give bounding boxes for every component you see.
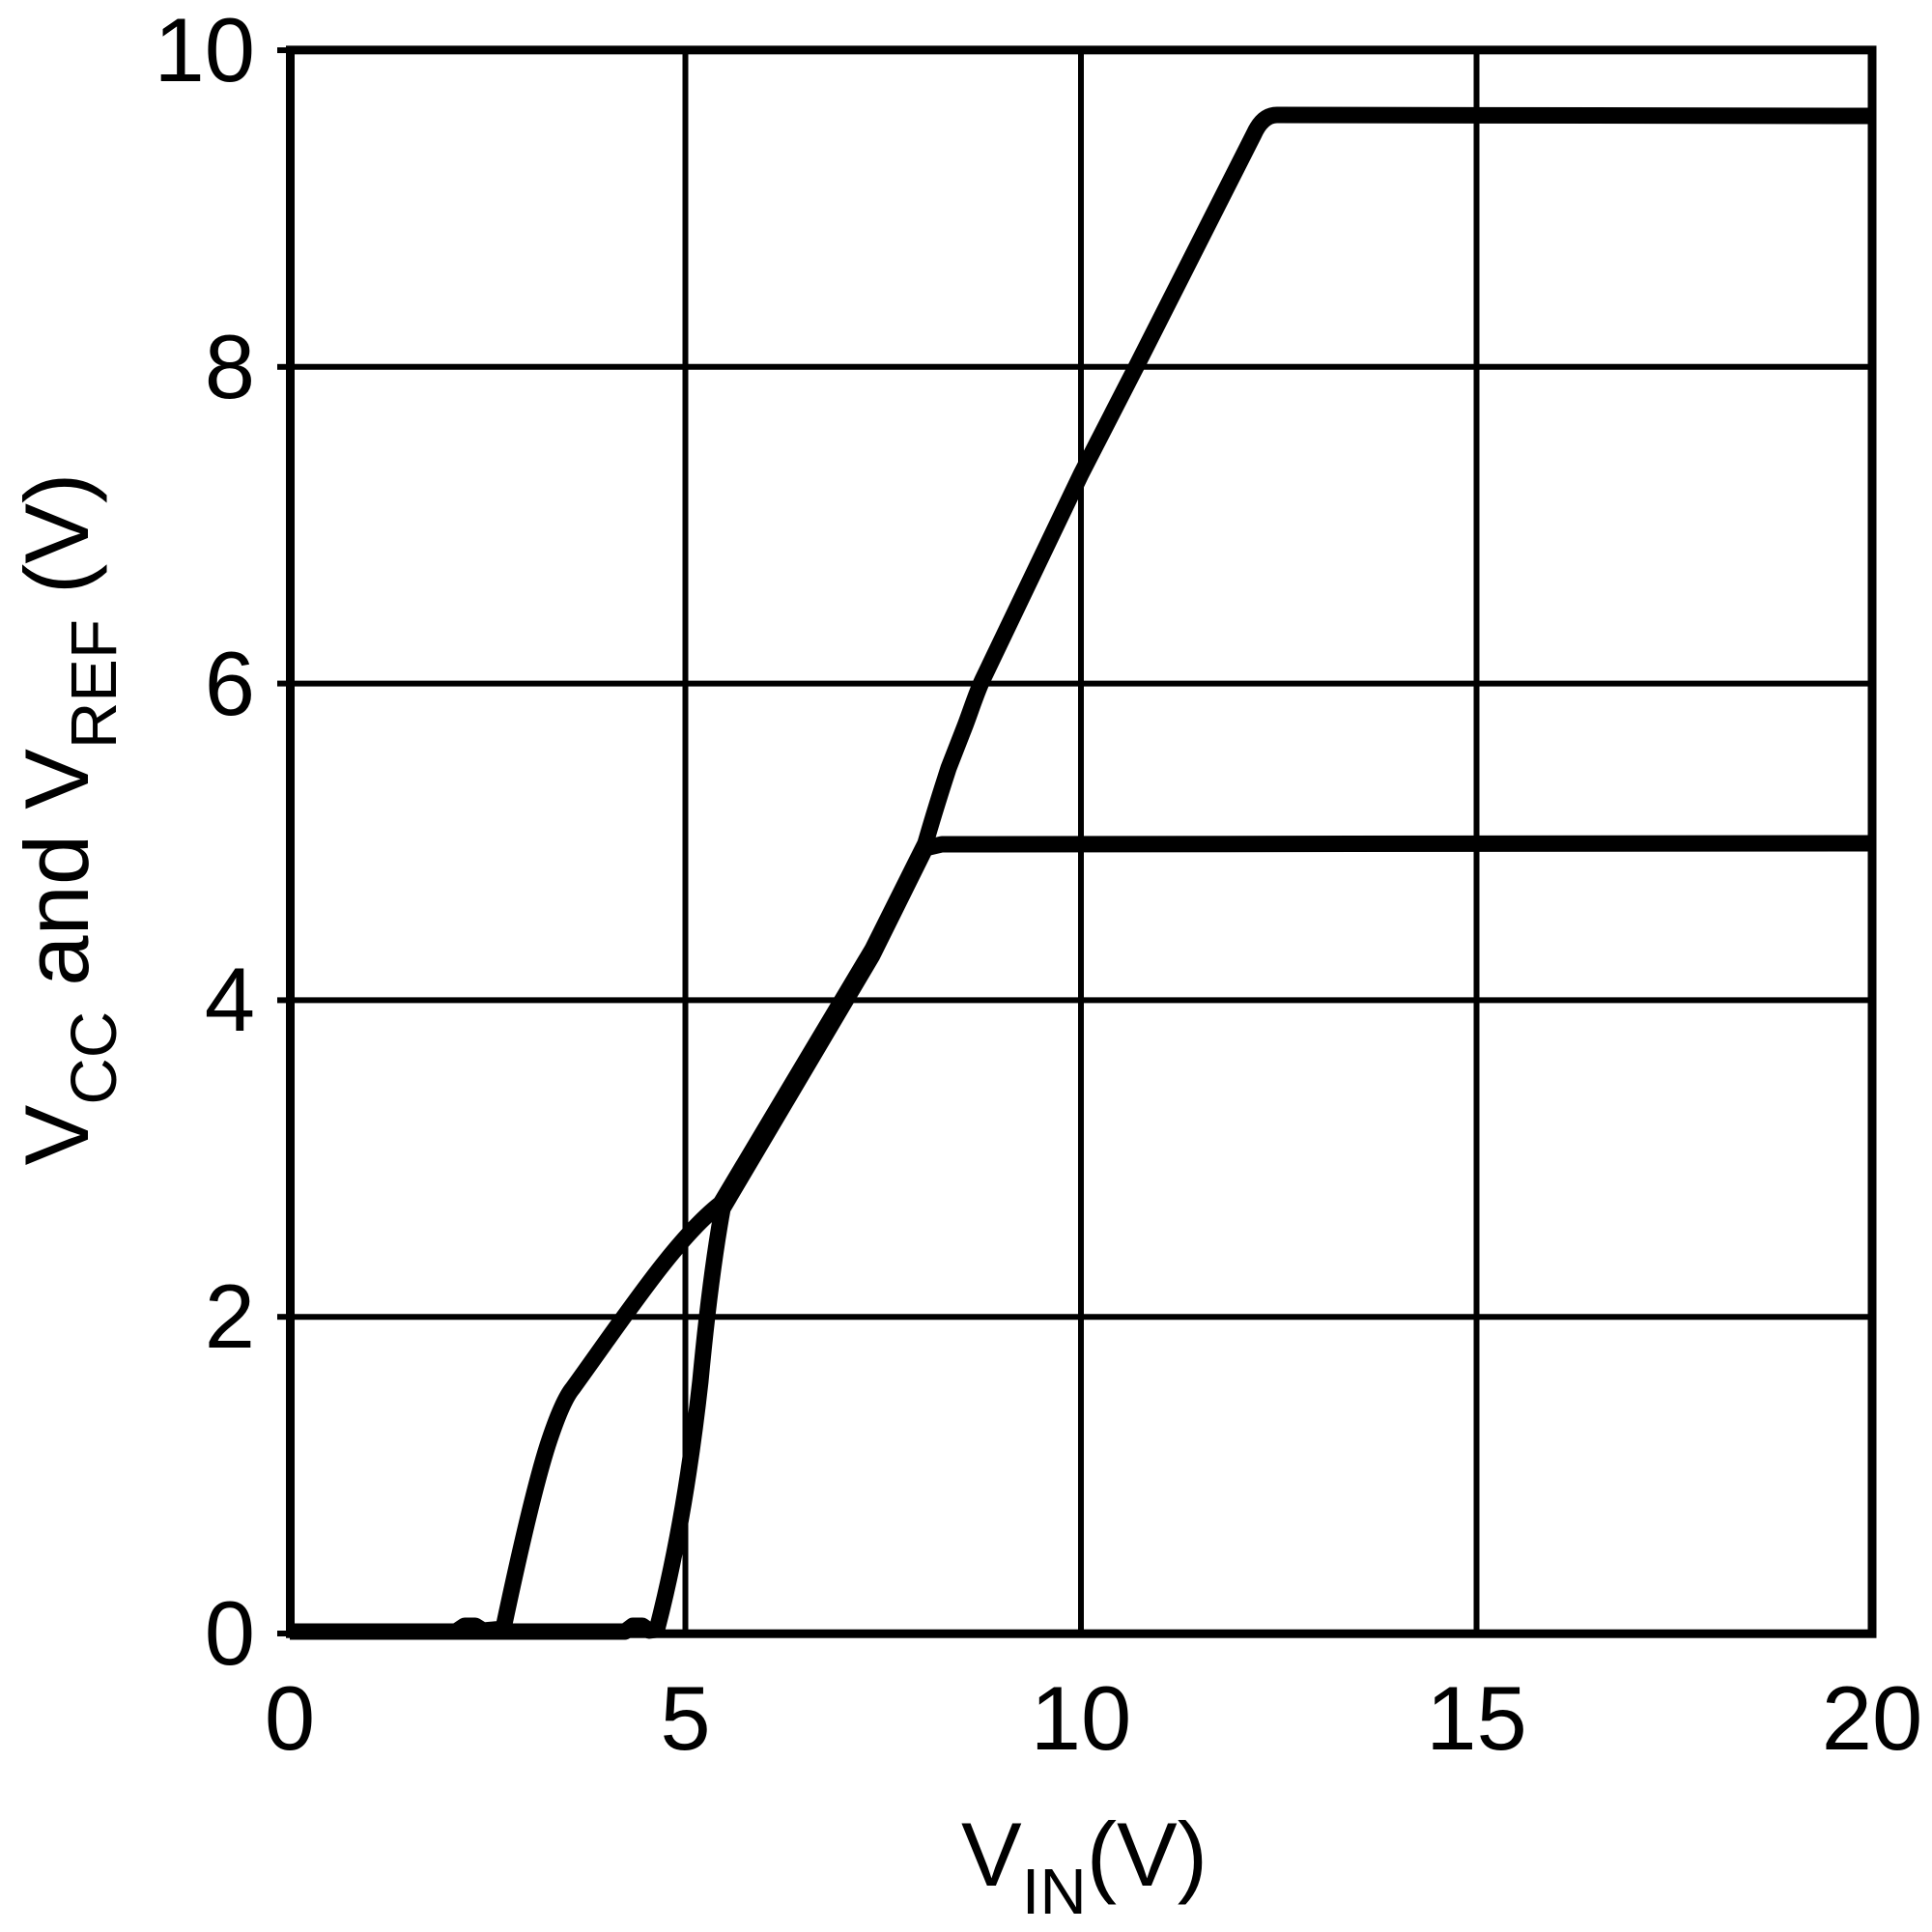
svg-text:6: 6 — [205, 633, 255, 734]
svg-text:0: 0 — [205, 1582, 255, 1684]
svg-text:5: 5 — [660, 1667, 710, 1769]
svg-text:8: 8 — [205, 316, 255, 417]
svg-text:10: 10 — [1031, 1667, 1132, 1769]
svg-text:4: 4 — [205, 949, 255, 1050]
svg-text:10: 10 — [154, 0, 255, 100]
svg-text:0: 0 — [265, 1667, 315, 1769]
svg-text:20: 20 — [1822, 1667, 1923, 1769]
svg-text:2: 2 — [205, 1265, 255, 1367]
svg-text:15: 15 — [1426, 1667, 1527, 1769]
